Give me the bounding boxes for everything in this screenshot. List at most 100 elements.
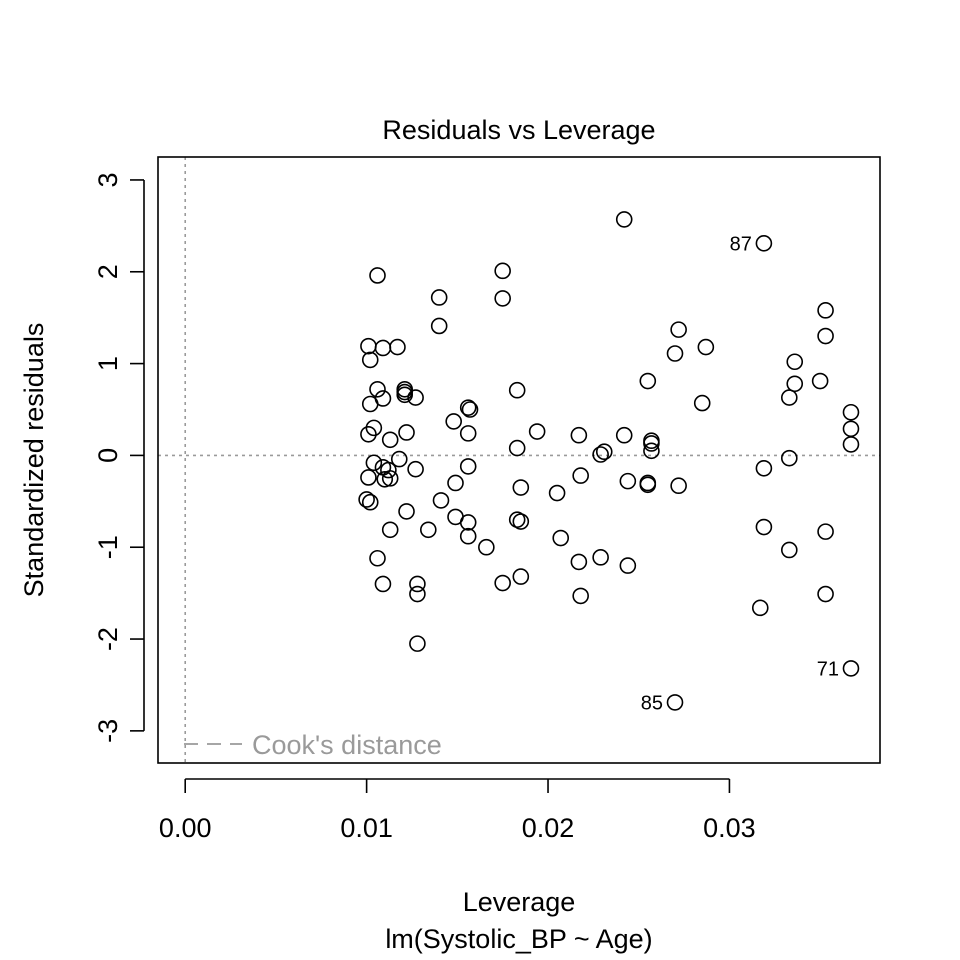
data-point — [459, 514, 477, 531]
y-tick-label: -1 — [93, 535, 123, 559]
data-point — [381, 470, 399, 487]
data-point — [461, 401, 479, 418]
data-point — [595, 443, 613, 461]
data-point — [842, 436, 860, 453]
data-point — [619, 472, 637, 490]
data-point — [615, 426, 633, 444]
data-point — [666, 694, 684, 711]
data-point — [842, 420, 860, 438]
data-point — [396, 386, 414, 404]
data-point — [751, 599, 769, 617]
data-point — [361, 493, 379, 511]
y-tick-label: -3 — [93, 719, 123, 743]
data-point — [459, 527, 477, 545]
data-point — [755, 235, 773, 252]
data-point — [409, 585, 426, 603]
data-point — [381, 431, 399, 449]
data-point — [360, 469, 377, 486]
data-point — [430, 289, 448, 306]
y-axis-title: Standardized residuals — [19, 323, 49, 598]
y-tick-label: 1 — [93, 356, 123, 371]
data-point — [670, 321, 687, 338]
data-point — [811, 372, 829, 390]
data-point — [780, 449, 798, 467]
reference-lines — [158, 157, 880, 763]
data-point — [398, 424, 415, 441]
point-label: 87 — [730, 233, 752, 255]
data-point — [670, 477, 687, 495]
data-point — [478, 538, 495, 556]
data-point — [508, 439, 526, 457]
data-point — [369, 267, 386, 284]
data-point — [459, 399, 477, 416]
x-tick-label: 0.02 — [522, 813, 575, 843]
data-point — [512, 479, 530, 496]
data-point — [666, 345, 684, 362]
data-point — [430, 317, 448, 335]
data-point — [512, 568, 530, 585]
data-point — [365, 454, 383, 472]
data-point — [369, 549, 386, 567]
data-point — [643, 442, 660, 460]
data-point — [389, 338, 406, 356]
legend-label: Cook's distance — [252, 730, 442, 760]
legend: Cook's distance — [184, 730, 442, 760]
data-point — [512, 513, 530, 530]
data-point — [374, 575, 392, 593]
x-tick-label: 0.01 — [340, 813, 393, 843]
data-point — [409, 635, 426, 652]
x-tick-label: 0.00 — [159, 813, 212, 843]
data-point — [459, 425, 477, 442]
data-point — [409, 575, 426, 593]
point-labels: 85 87 71 — [641, 233, 839, 714]
data-point — [360, 337, 377, 355]
data-point — [459, 458, 477, 475]
data-point — [494, 290, 511, 307]
data-point — [552, 529, 570, 547]
data-points — [358, 211, 860, 711]
data-point — [780, 541, 798, 559]
data-point — [374, 390, 392, 407]
data-point — [508, 381, 526, 399]
data-point — [572, 587, 589, 605]
data-point — [494, 574, 511, 592]
data-point — [817, 523, 834, 540]
data-point — [755, 459, 773, 477]
data-point — [842, 660, 860, 677]
data-point — [817, 585, 834, 603]
data-point — [570, 553, 588, 571]
data-point — [548, 484, 566, 502]
x-axis-title: Leverage — [463, 887, 576, 917]
data-point — [786, 375, 804, 393]
data-point — [592, 446, 609, 463]
data-point — [494, 262, 511, 280]
data-point — [643, 435, 660, 452]
data-point — [639, 476, 657, 494]
data-point — [786, 353, 804, 371]
data-point — [615, 211, 633, 228]
data-point — [817, 327, 834, 345]
data-point — [780, 389, 798, 406]
data-point — [842, 403, 860, 421]
data-point — [374, 339, 392, 357]
data-point — [447, 474, 464, 492]
data-point — [360, 425, 377, 443]
y-tick-label: -2 — [93, 627, 123, 651]
data-point — [528, 423, 546, 440]
data-point — [693, 394, 711, 412]
point-label: 71 — [817, 658, 839, 680]
y-tick-label: 0 — [93, 448, 123, 463]
data-point — [365, 419, 383, 437]
data-point — [697, 338, 715, 356]
plot-frame — [157, 156, 881, 764]
data-point — [445, 413, 462, 430]
data-point — [380, 461, 397, 479]
y-tick-label: 3 — [93, 172, 123, 187]
data-point — [432, 492, 450, 509]
data-point — [407, 460, 424, 478]
data-point — [639, 372, 657, 390]
data-point — [755, 518, 773, 536]
data-point — [570, 426, 588, 444]
data-point — [592, 549, 609, 566]
